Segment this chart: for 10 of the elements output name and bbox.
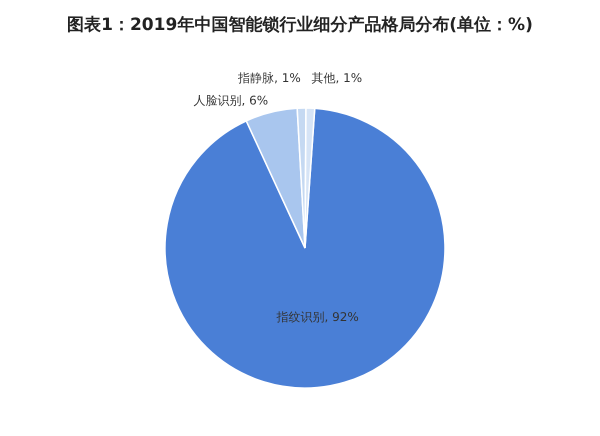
slice-label: 其他 [312,71,336,86]
data-label: , 92% [324,310,359,324]
slice-label: 人脸识别 [194,94,242,108]
data-label: , 1% [274,71,301,86]
data-label: , 1% [336,71,362,86]
slice-label: 指纹识别 [275,310,324,324]
chart-title: 图表1：2019年中国智能锁行业细分产品格局分布(单位：%) [67,15,533,35]
data-label: , 6% [242,94,268,108]
slice-label: 指静脉 [237,71,274,86]
pie-slice [164,108,446,389]
